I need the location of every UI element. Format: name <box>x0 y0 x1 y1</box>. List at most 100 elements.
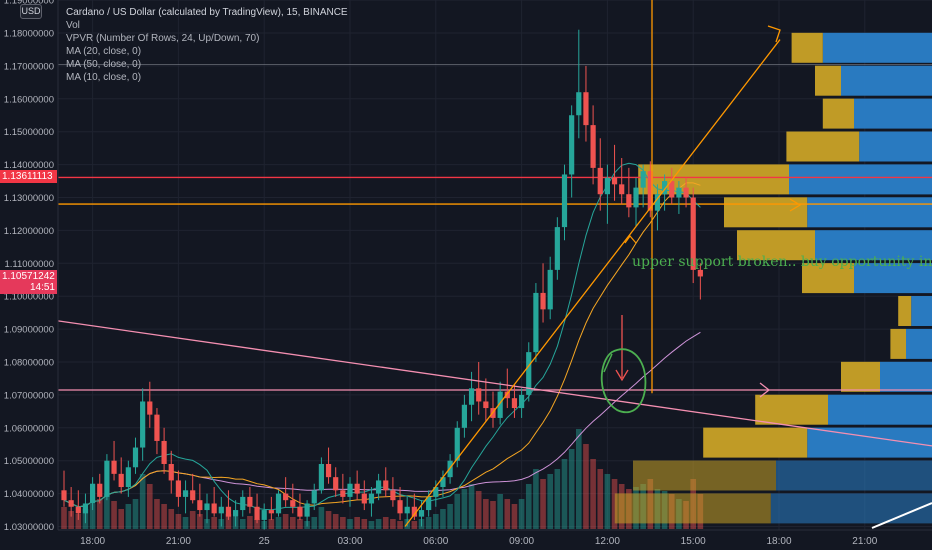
volume-bar <box>590 459 596 529</box>
volume-bar <box>204 519 210 529</box>
candle-body <box>340 490 346 497</box>
candle-body <box>640 171 646 188</box>
annotation-text: upper support broken.. buy opportunity i… <box>632 254 932 270</box>
y-tick-label: 1.12000000 <box>4 226 54 237</box>
candle-body <box>204 503 210 511</box>
legend-title: Cardano / US Dollar (calculated by Tradi… <box>66 7 348 18</box>
candle-body <box>154 414 160 441</box>
x-axis: 18:00 21:00 25 03:00 06:00 09:00 12:00 15:00 18:… <box>58 529 932 547</box>
volume-bar <box>390 519 396 529</box>
candle-body <box>397 500 403 514</box>
vpvr-up-bar <box>911 296 932 327</box>
volume-bar <box>161 504 167 529</box>
volume-bar <box>68 511 74 529</box>
small-orange-arrowhead <box>624 235 637 244</box>
vpvr-down-bar <box>890 328 906 359</box>
x-tick-label: 12:00 <box>595 536 620 547</box>
candle-body <box>461 404 467 428</box>
volume-bar <box>576 429 582 529</box>
candle-body <box>247 496 253 507</box>
volume-bar <box>211 517 217 529</box>
vpvr-down-bar <box>791 32 823 63</box>
volume-bar <box>540 479 546 529</box>
volume-bar <box>297 519 303 529</box>
volume-bar <box>397 521 403 529</box>
candle-body <box>404 506 410 514</box>
volume-bar <box>468 484 475 529</box>
volume-bar <box>118 509 124 529</box>
candle-body <box>304 503 310 517</box>
volume-bar <box>382 517 389 529</box>
volume-bar <box>154 499 160 529</box>
candle-body <box>519 394 525 409</box>
candle-body <box>111 460 117 474</box>
volume-bar <box>125 504 132 529</box>
red-level-price: 1.13611113 <box>2 171 53 183</box>
vpvr-up-bar <box>770 493 932 524</box>
candle-body <box>547 269 553 310</box>
candle-body <box>554 227 560 270</box>
vpvr-down-bar <box>614 493 771 524</box>
vpvr-down-bar <box>737 230 815 261</box>
candle-body <box>75 506 81 514</box>
volume-bar <box>483 499 489 529</box>
orange-level-arrowhead <box>789 198 802 212</box>
candle-body <box>533 292 539 353</box>
volume-bar <box>497 494 503 529</box>
vpvr-up-bar <box>854 98 932 129</box>
white-drawing-line <box>871 502 932 529</box>
candle-body <box>261 510 267 520</box>
candle-body <box>468 388 475 405</box>
volume-bar <box>583 444 589 529</box>
volume-bar <box>332 514 339 529</box>
volume-bar <box>533 469 539 529</box>
vpvr-down-bar <box>898 296 912 327</box>
x-tick-label: 18:00 <box>80 536 105 547</box>
volume-bar <box>290 517 296 529</box>
vpvr-up-bar <box>807 197 932 228</box>
volume-bar <box>518 499 525 529</box>
y-tick-label: 1.14000000 <box>4 160 54 171</box>
candle-body <box>197 500 203 511</box>
volume-bar <box>325 511 332 529</box>
candle-body <box>426 496 432 511</box>
candle-body <box>497 391 503 418</box>
candle-body <box>104 460 110 497</box>
candle-body <box>526 352 532 395</box>
vpvr-down-bar <box>724 197 808 228</box>
candle-body <box>583 92 589 126</box>
x-tick-label: 21:00 <box>166 536 191 547</box>
candle-body <box>211 503 217 514</box>
candle-body <box>361 493 367 504</box>
green-tick <box>603 353 613 373</box>
volume-bar <box>111 501 117 529</box>
currency-badge[interactable]: USD <box>20 4 42 19</box>
candle-body <box>240 496 246 511</box>
candle-body <box>411 506 417 517</box>
volume-bar <box>354 517 360 529</box>
candle-body <box>454 427 460 461</box>
candle-body <box>662 181 668 195</box>
candle-body <box>254 506 260 520</box>
volume-bar <box>61 507 67 529</box>
vpvr-down-bar <box>786 131 860 162</box>
x-tick-label: 18:00 <box>766 536 791 547</box>
vpvr-up-bar <box>841 65 932 96</box>
vpvr-down-bar <box>703 427 808 458</box>
candle-body <box>604 177 610 195</box>
candle-body <box>697 269 703 277</box>
red-down-arrowhead <box>615 369 629 382</box>
vpvr-down-bar <box>755 394 828 425</box>
x-tick-label: 15:00 <box>681 536 706 547</box>
candle-body <box>590 125 596 168</box>
legend-line: VPVR (Number Of Rows, 24, Up/Down, 70) <box>66 33 260 44</box>
candle-body <box>168 463 174 481</box>
red-level-price-tag: 1.13611113 <box>0 170 57 184</box>
candle-body <box>654 194 661 211</box>
candle-body <box>283 493 289 501</box>
vpvr-up-bar <box>880 361 932 392</box>
volume-bar <box>239 519 246 529</box>
candle-body <box>61 490 67 501</box>
volume-bar <box>197 514 203 529</box>
